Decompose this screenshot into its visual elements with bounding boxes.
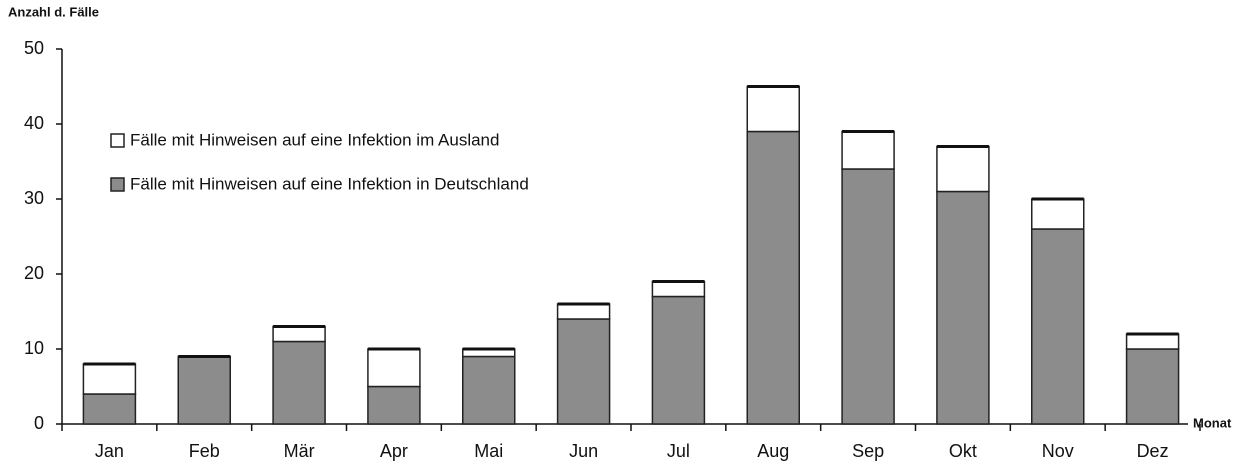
- bar-segment: [1125, 333, 1180, 350]
- y-tick-label: 20: [24, 263, 44, 283]
- x-tick-label: Okt: [949, 441, 977, 461]
- legend-label: Fälle mit Hinweisen auf eine Infektion i…: [130, 130, 499, 149]
- bar-segment: [556, 318, 611, 425]
- legend-swatch: [110, 177, 125, 192]
- y-tick-label: 50: [24, 38, 44, 58]
- legend-label: Fälle mit Hinweisen auf eine Infektion i…: [130, 174, 529, 193]
- bar-segment: [746, 85, 800, 133]
- x-tick-label: Jan: [95, 441, 124, 461]
- x-axis-title: Monat: [1193, 415, 1232, 430]
- y-tick-label: 40: [24, 113, 44, 133]
- y-tick-label: 0: [34, 413, 44, 433]
- bar-segment: [1031, 228, 1085, 425]
- bar-segment: [651, 295, 706, 425]
- bar-segment: [82, 363, 137, 395]
- bar-segment: [936, 145, 990, 193]
- x-tick-label: Nov: [1042, 441, 1074, 461]
- x-tick-label: Apr: [380, 441, 408, 461]
- x-tick-label: Jun: [569, 441, 598, 461]
- bar-segment: [746, 130, 800, 425]
- x-tick-label: Dez: [1137, 441, 1169, 461]
- y-tick-label: 30: [24, 188, 44, 208]
- x-tick-label: Feb: [189, 441, 220, 461]
- bar-segment: [272, 340, 326, 425]
- x-tick-label: Jul: [667, 441, 690, 461]
- bar-segment: [1125, 348, 1180, 425]
- bar-segment: [841, 130, 895, 170]
- bar-segment: [82, 393, 137, 425]
- bar-segment: [841, 168, 895, 425]
- y-axis-title: Anzahl d. Fälle: [8, 4, 99, 19]
- bar-segment: [1031, 198, 1085, 230]
- bar-segment: [177, 355, 231, 425]
- bar-segment: [556, 303, 611, 320]
- bar-segment: [462, 355, 516, 425]
- bar-segment: [272, 325, 326, 343]
- legend-swatch: [110, 133, 125, 148]
- bar-segment: [367, 385, 421, 425]
- y-tick-label: 10: [24, 338, 44, 358]
- x-tick-label: Mai: [474, 441, 503, 461]
- x-tick-label: Aug: [757, 441, 789, 461]
- x-tick-label: Sep: [852, 441, 884, 461]
- x-tick-label: Mär: [284, 441, 315, 461]
- bar-segment: [367, 348, 421, 388]
- bar-segment: [936, 190, 990, 425]
- bar-segment: [651, 280, 706, 298]
